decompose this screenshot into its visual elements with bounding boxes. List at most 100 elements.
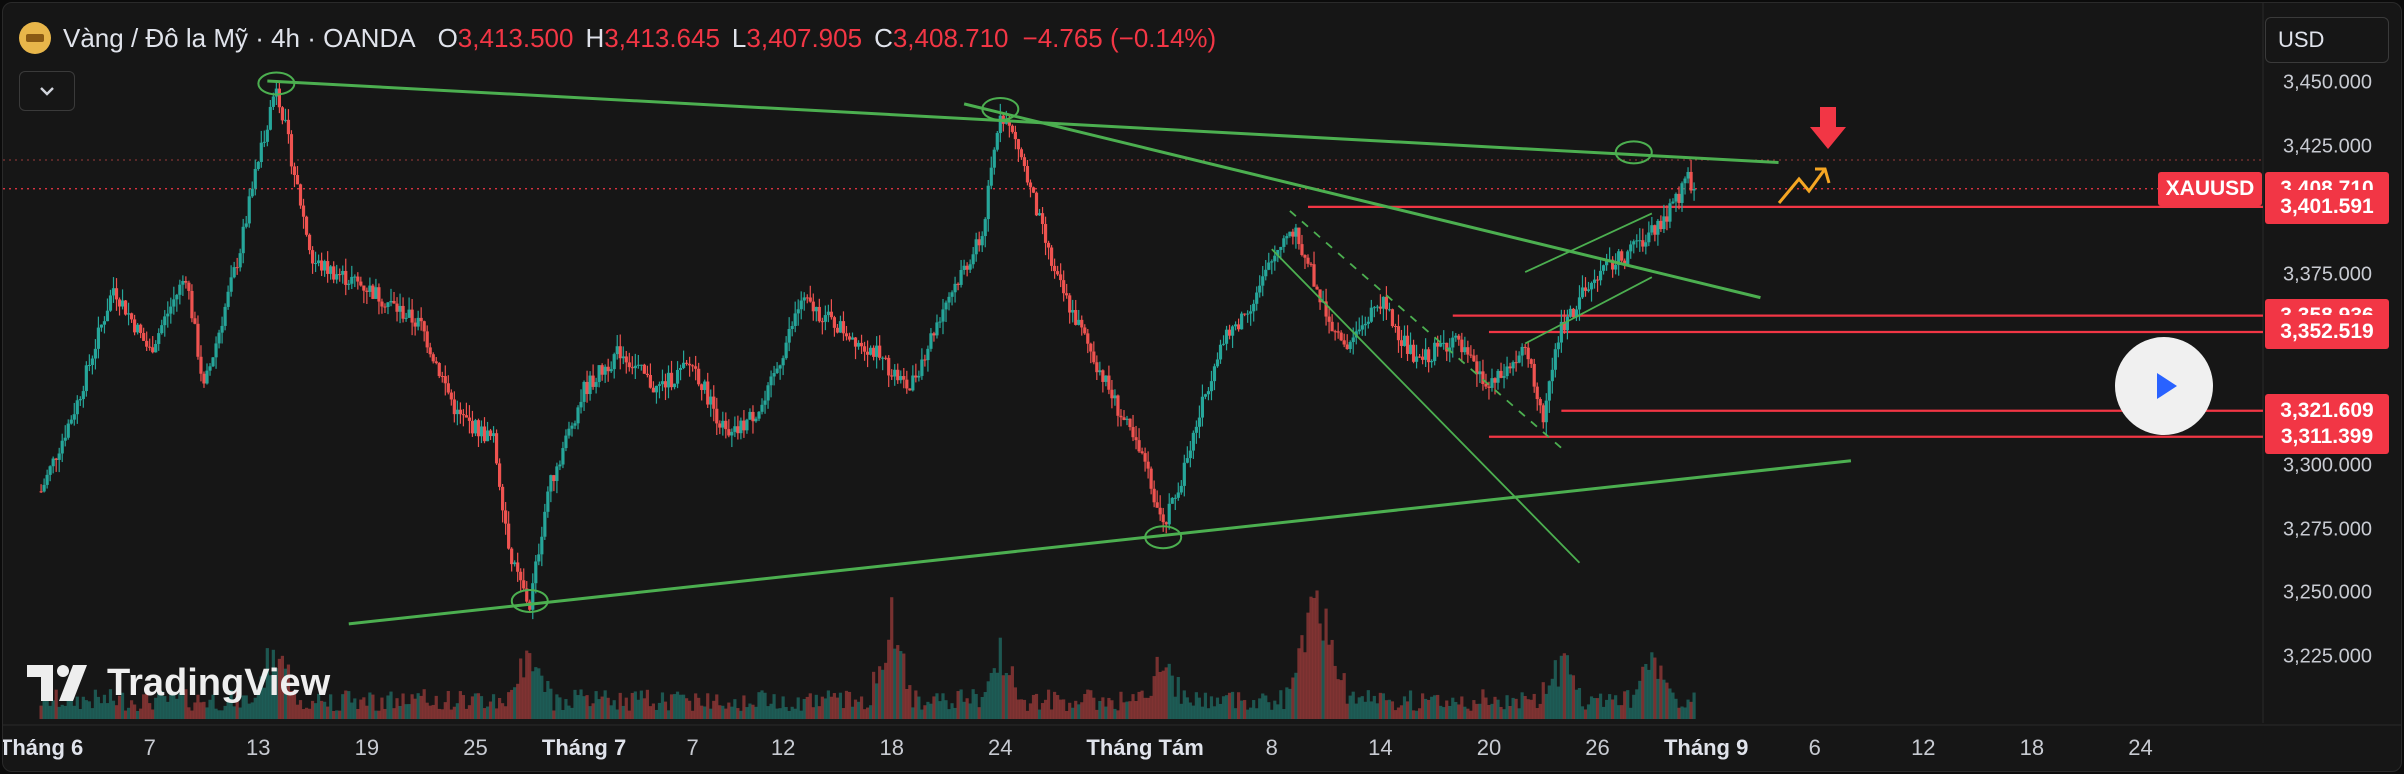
volume-bar <box>1185 697 1189 719</box>
volume-bar <box>1605 699 1609 719</box>
volume-bar <box>1541 682 1545 719</box>
volume-bar <box>1620 705 1624 719</box>
candle-body <box>956 283 960 285</box>
volume-bar <box>84 700 88 719</box>
candles <box>39 81 1696 620</box>
volume-bar <box>1237 692 1241 719</box>
candle-body <box>1080 319 1084 328</box>
candle-body <box>467 417 472 421</box>
collapse-legend-button[interactable] <box>19 71 75 111</box>
candle-body <box>1375 306 1379 308</box>
trendlines <box>257 71 1852 626</box>
candle-body <box>968 264 972 270</box>
volume-bar <box>1179 703 1183 719</box>
volume-bar <box>893 648 897 719</box>
volume-bar <box>434 695 438 719</box>
candle-body <box>90 358 94 365</box>
volume-bar <box>338 710 342 719</box>
candle-body <box>1538 399 1542 406</box>
volume-bar <box>956 691 960 719</box>
volume-bar <box>479 696 484 719</box>
volume-bar <box>896 645 900 719</box>
candle-body <box>666 372 671 388</box>
chevron-down-icon <box>40 87 54 96</box>
volume-bar <box>1608 694 1612 719</box>
volume-bar <box>374 710 378 719</box>
volume-bar <box>1357 697 1361 719</box>
candle-body <box>1671 201 1675 204</box>
volume-bar <box>114 705 119 719</box>
volume-bar <box>853 699 858 719</box>
candle-body <box>1342 340 1346 345</box>
volume-bar <box>790 706 794 719</box>
candle-body <box>606 366 610 372</box>
volume-bar <box>184 689 188 719</box>
volume-bar <box>1336 679 1340 719</box>
volume-bar <box>1155 656 1159 719</box>
candle-body <box>96 327 101 349</box>
volume-bar <box>310 700 315 719</box>
candle-body <box>1243 313 1247 315</box>
candle-body <box>763 400 767 405</box>
candle-body <box>386 302 390 307</box>
candle-body <box>1571 308 1576 318</box>
candle-body <box>1297 227 1301 245</box>
volume-bar <box>1632 694 1636 719</box>
volume-bar <box>133 704 137 719</box>
volume-bar <box>914 690 918 719</box>
candle-body <box>310 250 315 264</box>
candle-body <box>672 383 677 388</box>
volume-bar <box>1454 701 1458 719</box>
volume-bar <box>482 708 487 719</box>
volume-bar <box>289 690 294 719</box>
candle-body <box>320 260 324 271</box>
volume-bar <box>1680 706 1684 719</box>
candle-body <box>181 280 185 285</box>
volume-bar <box>787 710 791 719</box>
candle-body <box>1399 340 1404 346</box>
candle-body <box>507 523 511 549</box>
candle-body <box>1270 261 1274 263</box>
volume-bar <box>380 697 384 719</box>
candle-body <box>1562 321 1566 331</box>
volume-bar <box>820 696 824 719</box>
volume-bar <box>884 662 888 719</box>
candle-body <box>1255 292 1259 304</box>
candle-body <box>1230 326 1235 336</box>
volume-bar <box>534 667 538 719</box>
candle-body <box>582 381 586 402</box>
trendline <box>963 102 1761 300</box>
volume-bar <box>926 701 930 719</box>
candle-body <box>1043 224 1048 243</box>
volume-bar <box>1258 698 1262 719</box>
volume-bar <box>736 708 740 719</box>
candle-body <box>838 321 843 333</box>
volume-bar <box>989 672 993 719</box>
volume-bar <box>428 705 432 719</box>
volume-bar <box>802 698 806 719</box>
volume-bar <box>1393 710 1398 719</box>
candle-body <box>69 419 73 424</box>
volume-bar <box>1282 709 1286 719</box>
candle-body <box>1348 342 1352 350</box>
volume-bar <box>983 692 987 719</box>
candle-body <box>899 376 903 381</box>
price-chart[interactable] <box>3 3 2401 771</box>
play-button[interactable] <box>2115 337 2213 435</box>
candle-body <box>926 348 930 361</box>
volume-bar <box>1505 695 1509 719</box>
currency-selector[interactable]: USD <box>2265 17 2389 63</box>
volume-bar <box>950 703 954 719</box>
open-value: 3,413.500 <box>457 22 574 53</box>
volume-bar <box>1092 697 1096 719</box>
volume-bar <box>120 692 125 719</box>
candle-body <box>292 166 297 176</box>
candle-body <box>1206 391 1211 395</box>
candle-body <box>721 420 725 428</box>
candle-body <box>591 375 595 387</box>
candle-body <box>1034 192 1039 216</box>
pivot-circle <box>257 71 296 96</box>
volume-bar <box>1116 710 1120 719</box>
volume-bar <box>1589 696 1594 719</box>
volume-bar <box>1493 696 1497 719</box>
